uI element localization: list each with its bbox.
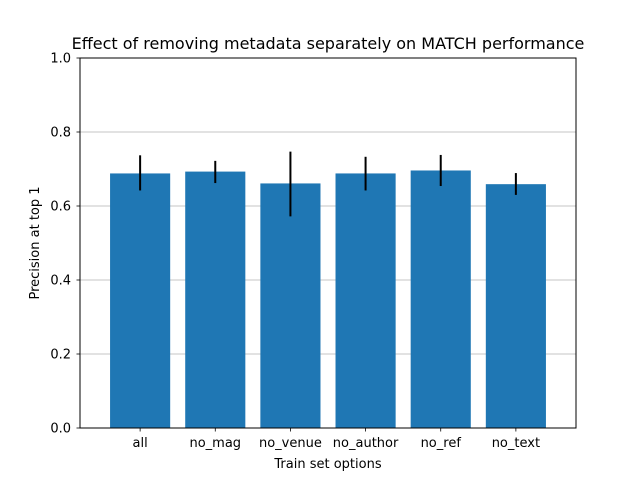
bars [110,170,546,429]
bar-no-author [335,173,396,428]
x-axis-label: Train set options [273,457,381,472]
x-tick-label: no_author [333,436,399,451]
y-tick-label: 0.4 [50,274,71,289]
x-axis: all no_mag no_venue no_author no_ref no_text [133,428,540,451]
bar-no-text [485,184,546,428]
y-tick-label: 0.6 [50,200,71,215]
plot-frame [79,57,577,429]
bar-no-ref [410,170,471,429]
x-tick-label: no_mag [189,436,241,451]
x-tick-label: no_text [492,436,540,451]
x-tick-label: no_venue [259,436,322,451]
chart-title: Effect of removing metadata separately o… [72,34,585,53]
y-axis: 0.0 0.2 0.4 0.6 0.8 1.0 [50,52,80,437]
y-tick-label: 0.8 [50,126,71,141]
bar-no-mag [185,171,246,428]
bar-all [110,173,171,428]
y-tick-label: 0.2 [50,348,71,363]
x-tick-label: no_ref [421,436,462,451]
y-tick-label: 1.0 [50,52,71,67]
error-bars [139,151,517,217]
y-tick-label: 0.0 [50,422,71,437]
y-axis-label: Precision at top 1 [28,186,43,299]
x-tick-label: all [133,436,148,451]
bar-no-venue [260,183,321,428]
